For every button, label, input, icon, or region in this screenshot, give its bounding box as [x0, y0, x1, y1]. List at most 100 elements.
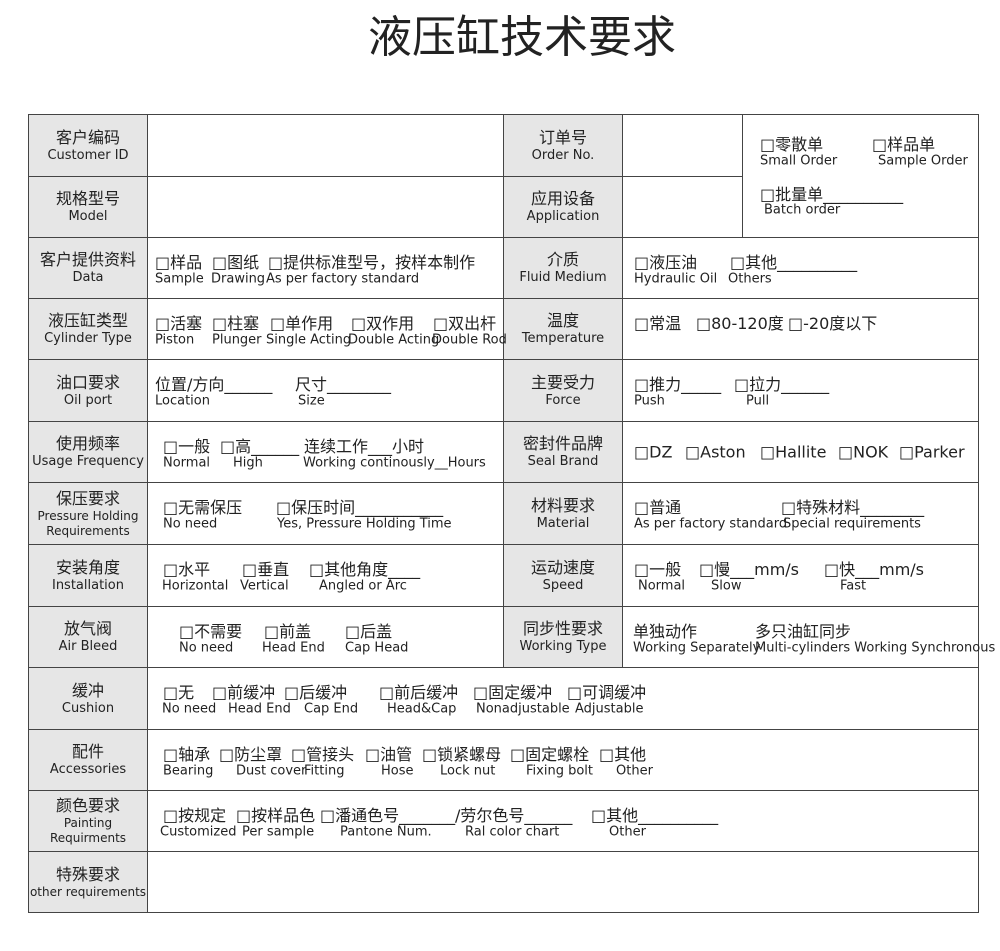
option-zh: □Aston: [685, 442, 746, 462]
option-zh: □Parker: [899, 442, 965, 462]
option-en: Batch order: [764, 202, 841, 218]
option-zh: □一般: [634, 560, 682, 579]
option-zh: □高______: [220, 437, 300, 456]
label-en: Application: [526, 209, 600, 224]
label-cell: 颜色要求 Painting Requirments: [28, 790, 148, 852]
option-zh: □一般: [163, 437, 211, 456]
option-zh: 连续工作___小时: [304, 437, 425, 456]
option-zh: □其他__________: [730, 253, 858, 272]
option-en: Pantone Num.: [340, 824, 432, 840]
option-zh: □轴承: [163, 745, 211, 764]
option-en: Angled or Arc: [319, 578, 407, 594]
option-zh: □批量单__________: [760, 185, 904, 204]
option-en: No need: [162, 701, 217, 717]
label-cell: 油口要求 Oil port: [28, 359, 148, 422]
option-zh: □后缓冲: [284, 683, 348, 702]
label-en: Material: [536, 515, 590, 531]
option-zh: □NOK: [838, 442, 889, 462]
option-zh: □锁紧螺母: [422, 745, 502, 764]
label-zh: 运动速度: [530, 557, 595, 577]
option-zh: 多只油缸同步: [755, 622, 852, 641]
option-zh: □前缓冲: [212, 683, 276, 702]
label-zh: 材料要求: [530, 495, 595, 515]
label-cell: 主要受力 Force: [503, 359, 623, 422]
option-en: Head End: [228, 701, 291, 717]
option-en: Head End: [262, 640, 325, 656]
label-en: other requirements: [29, 884, 147, 899]
label-en: Force: [545, 392, 581, 408]
label-cell: 安装角度 Installation: [28, 544, 148, 607]
option-zh: □推力_____: [634, 375, 722, 394]
option-zh: □无: [163, 683, 195, 702]
label-zh: 介质: [546, 250, 579, 269]
option-zh: □可调缓冲: [567, 683, 647, 702]
option-zh: □按规定: [163, 806, 227, 825]
label-cell: 特殊要求 other requirements: [28, 851, 148, 913]
option-en: Push: [634, 393, 665, 409]
order-type-cell: [742, 114, 979, 238]
option-en: Per sample: [242, 824, 315, 840]
label-zh: 同步性要求: [522, 619, 603, 638]
label-en: Accessories: [49, 762, 127, 777]
label-cell: 使用频率 Usage Frequency: [28, 421, 148, 483]
option-zh: □固定缓冲: [473, 683, 553, 702]
label-zh: 放气阀: [63, 619, 112, 638]
label-cell: 温度 Temperature: [503, 298, 623, 360]
option-en: Plunger: [212, 332, 262, 348]
option-en: Sample Order: [878, 153, 968, 169]
label-en: Speed: [542, 577, 584, 593]
option-en: Working continously__Hours: [303, 455, 486, 471]
label-zh: 订单号: [538, 127, 587, 147]
label-en: Customer ID: [47, 147, 129, 163]
option-en: High: [233, 455, 263, 471]
label-cell: 密封件品牌 Seal Brand: [503, 421, 623, 483]
label-cell: 客户提供资料 Data: [28, 237, 148, 299]
option-zh: 位置/方向______: [155, 375, 273, 394]
option-en: Sample: [155, 271, 204, 287]
label-en: Temperature: [521, 331, 605, 346]
label-cell: 同步性要求 Working Type: [503, 606, 623, 668]
option-en: Adjustable: [575, 701, 644, 717]
option-en: Small Order: [760, 153, 838, 169]
label-cell: 保压要求 Pressure Holding Requirements: [28, 482, 148, 545]
value-cell: [147, 176, 504, 238]
label-zh: 温度: [546, 311, 579, 330]
option-en: Size: [298, 393, 325, 409]
label-zh: 保压要求: [55, 488, 120, 508]
label-en: Usage Frequency: [32, 454, 144, 469]
option-zh: □活塞: [155, 314, 203, 333]
option-zh: □图纸: [212, 253, 260, 272]
label-zh: 油口要求: [55, 372, 120, 392]
option-zh: □潘通色号_______: [320, 806, 456, 825]
option-en: Special requirements: [783, 516, 921, 532]
option-zh: □Hallite: [760, 442, 827, 462]
option-zh: □不需要: [179, 622, 243, 641]
option-zh: □单作用: [270, 314, 334, 333]
option-en: Hose: [381, 763, 414, 779]
option-en: Dust cover: [236, 763, 307, 779]
option-zh: □DZ: [634, 442, 673, 462]
option-en: Single Acting: [266, 332, 352, 348]
option-en: As per factory standard: [266, 271, 420, 287]
label-zh: 颜色要求: [55, 796, 120, 815]
label-en: Fluid Medium: [519, 270, 607, 285]
label-en: Cylinder Type: [44, 331, 132, 346]
option-zh: 尺寸________: [295, 375, 392, 394]
label-en: Air Bleed: [58, 639, 118, 654]
label-en: Working Type: [519, 639, 607, 654]
label-zh: 特殊要求: [55, 864, 120, 884]
option-en: Yes, Pressure Holding Time: [277, 516, 452, 532]
label-cell: 配件 Accessories: [28, 729, 148, 791]
option-zh: □油管: [365, 745, 413, 764]
option-en: Drawing: [211, 271, 266, 287]
option-en: Fixing bolt: [526, 763, 593, 779]
option-zh: □防尘罩: [219, 745, 283, 764]
option-en: Other: [609, 824, 646, 840]
option-zh: □快___mm/s: [824, 560, 925, 579]
label-cell: 液压缸类型 Cylinder Type: [28, 298, 148, 360]
option-zh: □其他: [599, 745, 647, 764]
value-cell: [622, 176, 743, 238]
label-cell: 运动速度 Speed: [503, 544, 623, 607]
option-en: Cap Head: [345, 640, 409, 656]
label-cell: 放气阀 Air Bleed: [28, 606, 148, 668]
